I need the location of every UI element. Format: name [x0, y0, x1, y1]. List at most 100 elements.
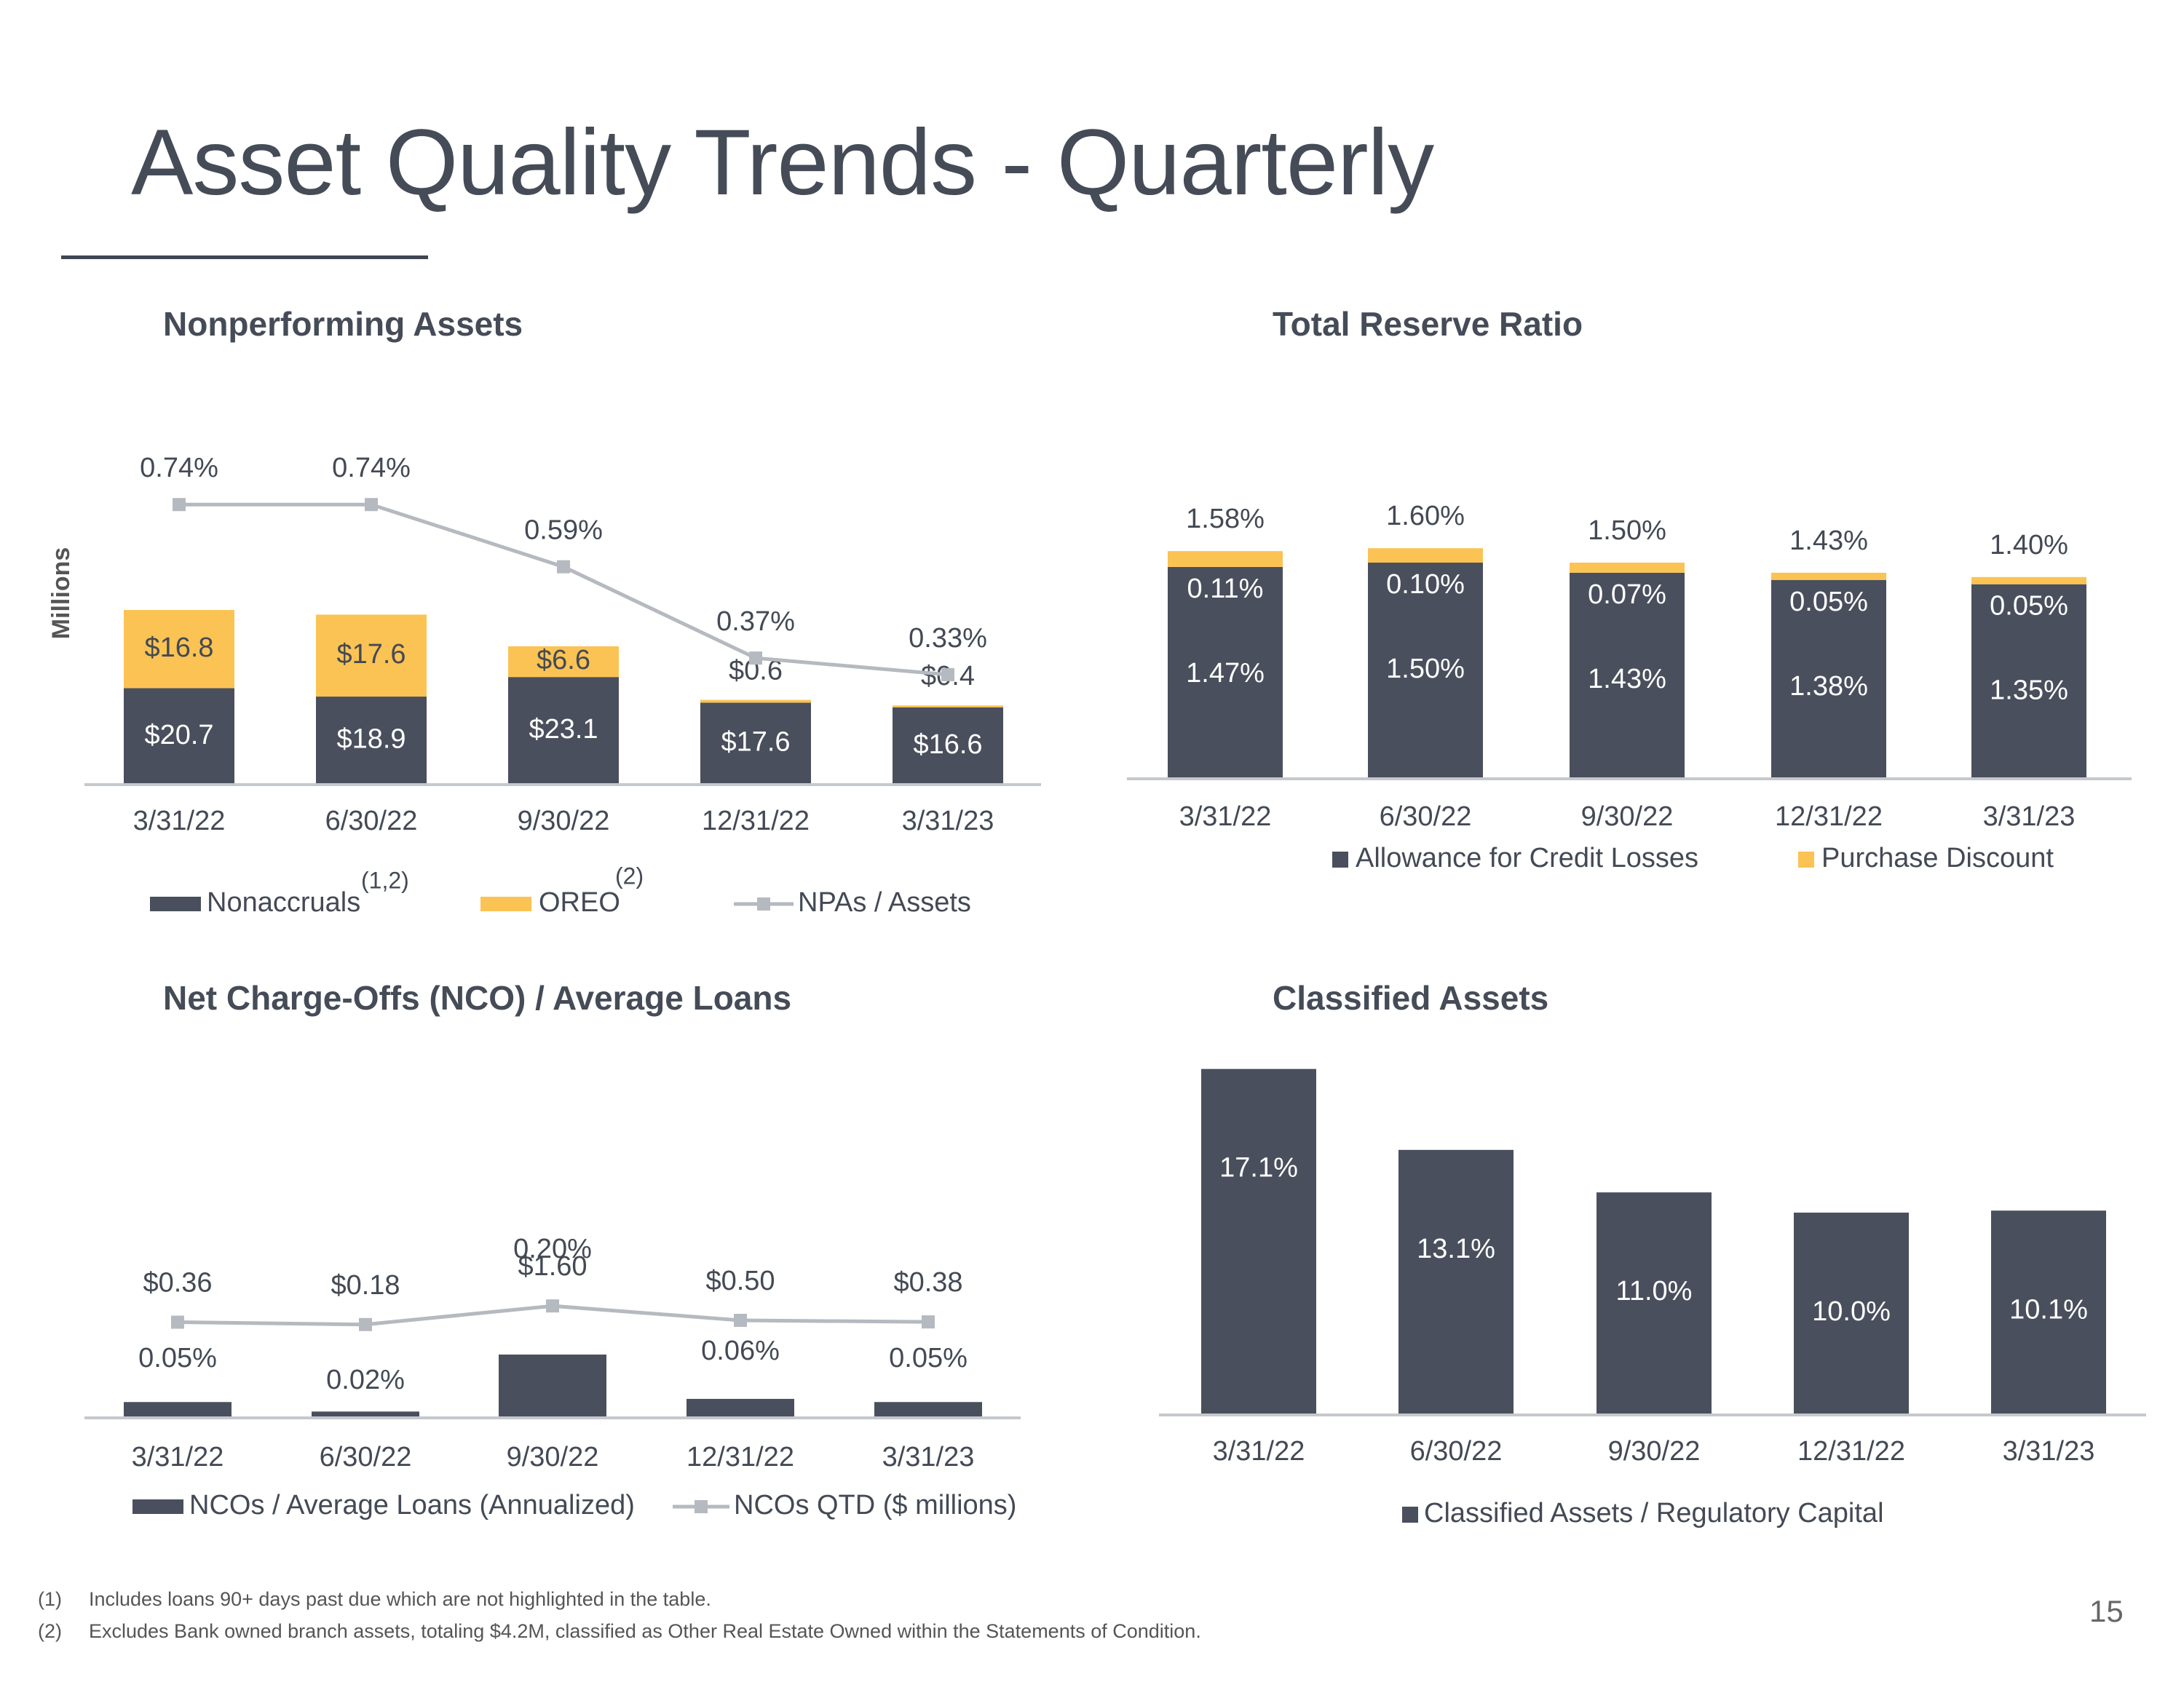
nco-line-ncos-qtd-marker-4 — [922, 1315, 935, 1329]
classified-tick-1: 6/30/22 — [1410, 1436, 1503, 1467]
nco-legend-line-marker — [695, 1500, 708, 1513]
reserve-label-allowance-3: 1.38% — [1789, 671, 1868, 702]
npa-line-npas-assets-marker-2 — [557, 560, 570, 574]
npa-bar-oreo-1 — [316, 614, 427, 697]
classified-legend-label: Classified Assets / Regulatory Capital — [1424, 1498, 1884, 1529]
reserve-bar-discount-1 — [1368, 548, 1483, 563]
classified-bar-label-0: 17.1% — [1219, 1153, 1298, 1184]
reserve-label-discount-1: 0.10% — [1386, 569, 1465, 600]
reserve-total-label-4: 1.40% — [1990, 530, 2068, 560]
npa-bar-oreo-4 — [893, 705, 1003, 707]
reserve-tick-3: 12/31/22 — [1775, 801, 1883, 832]
nco-legend-bar: NCOs / Average Loans (Annualized) — [189, 1490, 635, 1521]
npa-bar-oreo-0 — [124, 610, 234, 689]
npa-line-npas-assets-marker-1 — [365, 498, 378, 512]
reserve-legend-swatch-discount — [1798, 852, 1814, 868]
nco-line-label-0: $0.36 — [143, 1268, 212, 1299]
reserve-label-discount-0: 0.11% — [1187, 574, 1264, 604]
reserve-total-label-1: 1.60% — [1386, 501, 1465, 531]
nco-legend-line-label: NCOs QTD ($ millions) — [734, 1490, 1016, 1521]
npa-tick-3: 12/31/22 — [702, 806, 810, 836]
nco-bar-label-0: 0.05% — [138, 1343, 217, 1373]
reserve-bar-allowance-1 — [1368, 563, 1483, 779]
nco-line-label-2: $1.60 — [518, 1251, 587, 1282]
nco-line-ncos-qtd-marker-2 — [546, 1299, 559, 1313]
npa-line-npas-assets-marker-4 — [941, 667, 954, 681]
reserve-tick-0: 3/31/22 — [1179, 801, 1272, 832]
npa-label-nonaccruals-0: $20.7 — [144, 720, 213, 750]
reserve-total-label-0: 1.58% — [1186, 504, 1265, 534]
page-title: Asset Quality Trends - Quarterly — [131, 111, 1434, 215]
reserve-label-discount-2: 0.07% — [1588, 579, 1666, 610]
nco-line-ncos-qtd-marker-3 — [734, 1314, 747, 1327]
nco-line-ncos-qtd-marker-0 — [171, 1315, 184, 1329]
classified-bar-0 — [1201, 1069, 1316, 1415]
classified-tick-0: 3/31/22 — [1213, 1436, 1305, 1467]
npa-label-oreo-2: $6.6 — [537, 645, 590, 675]
classified-tick-2: 9/30/22 — [1608, 1436, 1701, 1467]
reserve-total-label-2: 1.50% — [1588, 515, 1666, 546]
npa-line-npas-assets-marker-3 — [749, 651, 762, 665]
npa-tick-2: 9/30/22 — [518, 806, 610, 836]
reserve-chart-title: Total Reserve Ratio — [1273, 305, 1583, 343]
footnotes: (1) Includes loans 90+ days past due whic… — [38, 1583, 1201, 1647]
npa-bar-oreo-3 — [700, 699, 811, 703]
footnote-2: (2) Excludes Bank owned branch assets, to… — [38, 1620, 1201, 1642]
nco-bar-0 — [124, 1402, 232, 1418]
nco-tick-0: 3/31/22 — [132, 1442, 224, 1472]
nco-chart-title: Net Charge-Offs (NCO) / Average Loans — [163, 979, 792, 1017]
reserve-label-discount-4: 0.05% — [1990, 591, 2068, 622]
nco-tick-4: 3/31/23 — [882, 1442, 975, 1472]
classified-chart-title: Classified Assets — [1273, 979, 1549, 1017]
nco-bar-label-3: 0.06% — [701, 1336, 780, 1366]
nco-legend-swatch-bar — [132, 1499, 183, 1514]
npa-legend-oreo-sup: (2) — [615, 863, 644, 889]
npa-legend-nonaccruals: Nonaccruals — [207, 887, 360, 918]
npa-tick-0: 3/31/22 — [133, 806, 226, 836]
reserve-legend-swatch-allowance — [1332, 852, 1348, 868]
reserve-bar-allowance-2 — [1570, 572, 1685, 779]
npa-line-label-4: 0.33% — [909, 623, 987, 654]
nco-line-label-3: $0.50 — [705, 1266, 775, 1296]
nco-tick-3: 12/31/22 — [687, 1442, 794, 1472]
reserve-label-allowance-0: 1.47% — [1186, 658, 1265, 689]
npa-legend-swatch-oreo — [480, 897, 531, 911]
reserve-bar-discount-0 — [1168, 551, 1283, 567]
npa-label-oreo-0: $16.8 — [144, 633, 213, 663]
reserve-tick-1: 6/30/22 — [1380, 801, 1472, 832]
nco-bar-2 — [499, 1355, 606, 1418]
npa-bar-nonaccruals-3 — [700, 702, 811, 785]
npa-legend-oreo: OREO — [539, 887, 620, 918]
npa-line-label-1: 0.74% — [332, 453, 411, 483]
npa-chart-title: Nonperforming Assets — [163, 305, 523, 343]
reserve-bar-discount-2 — [1570, 563, 1685, 573]
classified-tick-3: 12/31/22 — [1797, 1436, 1905, 1467]
classified-bar-label-4: 10.1% — [2009, 1294, 2088, 1325]
npa-legend-line-marker — [757, 897, 770, 911]
reserve-label-allowance-4: 1.35% — [1990, 675, 2068, 706]
npa-legend-npas-assets: NPAs / Assets — [798, 887, 971, 918]
reserve-label-allowance-2: 1.43% — [1588, 664, 1666, 694]
reserve-bar-discount-4 — [1971, 576, 2086, 584]
reserve-total-label-3: 1.43% — [1789, 526, 1868, 556]
classified-tick-4: 3/31/23 — [2003, 1436, 2095, 1467]
npa-bar-nonaccruals-4 — [893, 707, 1003, 785]
classified-bar-label-1: 13.1% — [1417, 1234, 1495, 1264]
classified-legend-swatch — [1402, 1507, 1418, 1523]
npa-label-nonaccruals-2: $23.1 — [529, 714, 598, 745]
reserve-bar-allowance-4 — [1971, 584, 2086, 779]
classified-bar-1 — [1398, 1149, 1514, 1415]
npa-label-nonaccruals-1: $18.9 — [336, 724, 405, 755]
classified-bar-3 — [1794, 1213, 1909, 1415]
classified-bar-2 — [1597, 1192, 1712, 1415]
title-rule — [61, 255, 428, 259]
npa-line-label-0: 0.74% — [140, 453, 218, 483]
nco-bar-4 — [874, 1402, 982, 1418]
classified-bar-label-3: 10.0% — [1812, 1296, 1891, 1327]
nco-tick-2: 9/30/22 — [507, 1442, 599, 1472]
reserve-bar-discount-3 — [1771, 572, 1886, 580]
nco-tick-1: 6/30/22 — [320, 1442, 412, 1472]
footnote-1: (1) Includes loans 90+ days past due whic… — [38, 1588, 711, 1610]
npa-label-oreo-1: $17.6 — [336, 639, 405, 670]
nco-bar-label-2: 0.20% — [513, 1234, 592, 1264]
